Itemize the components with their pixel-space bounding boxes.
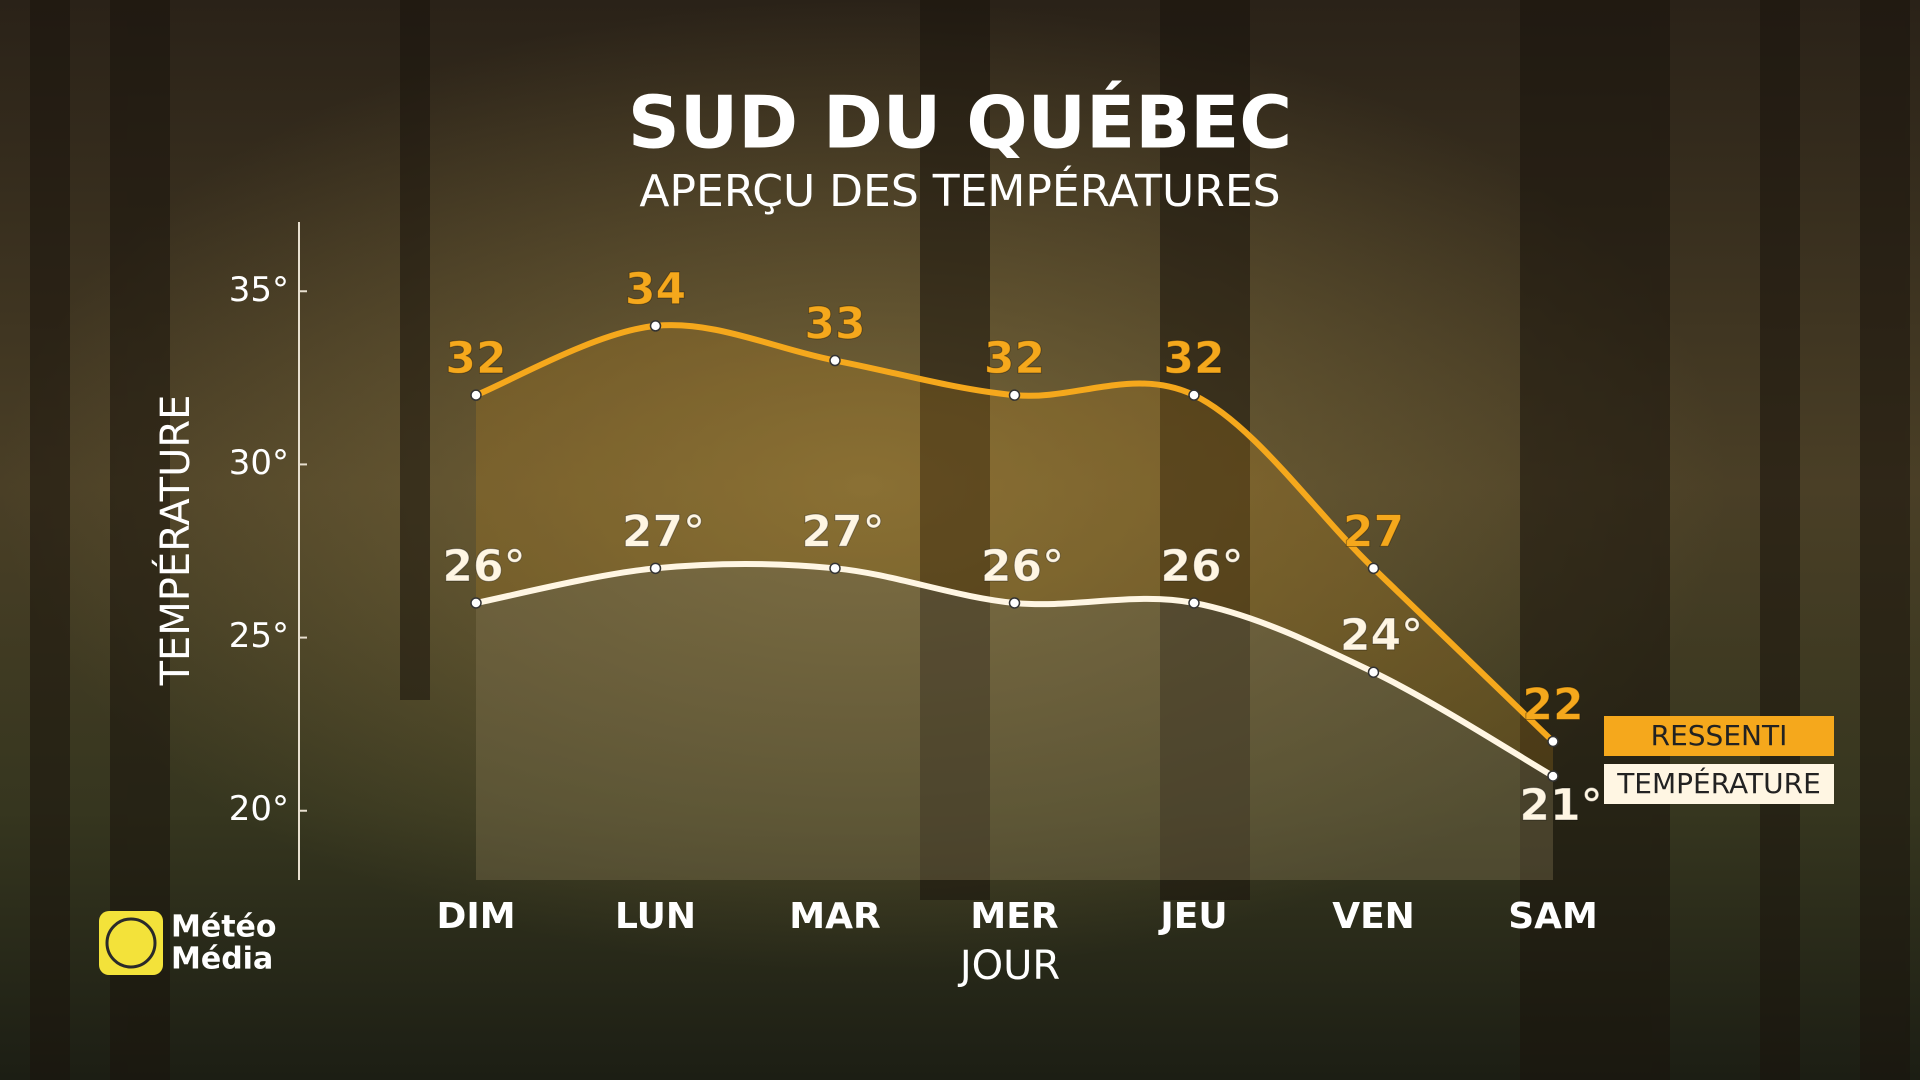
y-tick-label: 25°: [229, 616, 289, 656]
data-label: 27°: [801, 506, 884, 557]
point: [470, 597, 482, 609]
x-tick-label: VEN: [1332, 896, 1415, 937]
x-tick-label: SAM: [1508, 896, 1598, 937]
logo-globe: [105, 917, 157, 969]
point: [1188, 389, 1200, 401]
point: [649, 562, 662, 575]
data-label: 32: [445, 333, 506, 384]
logo-text: Météo: [171, 910, 277, 945]
tree-trunks: [30, 0, 1910, 1080]
point: [1367, 666, 1380, 678]
data-label: 32: [984, 333, 1045, 384]
data-label: 26°: [981, 541, 1064, 592]
legend-label: RESSENTI: [1651, 719, 1788, 752]
logo-icon: [99, 911, 163, 975]
point: [1008, 597, 1021, 609]
data-label: 34: [625, 264, 686, 315]
point: [1188, 597, 1200, 609]
point: [1547, 770, 1559, 782]
area-ressenti: [476, 325, 1553, 777]
x-axis-label: JOUR: [957, 943, 1060, 989]
data-label: 32: [1163, 333, 1224, 384]
area-temperature: [476, 563, 1553, 880]
y-tick-label: 20°: [229, 789, 289, 829]
logo-text: Média: [171, 942, 273, 977]
x-tick-label: MAR: [789, 896, 880, 937]
chart-title: SUD DU QUÉBEC: [628, 81, 1292, 165]
x-tick-label: DIM: [436, 896, 515, 937]
point: [470, 389, 482, 401]
legend-swatch: [1604, 764, 1834, 804]
point: [1008, 389, 1021, 401]
logo: Météo Média: [99, 910, 277, 977]
data-label: 21°: [1519, 780, 1602, 831]
x-tick-label: LUN: [615, 896, 696, 937]
chart-subtitle: APERÇU DES TEMPÉRATURES: [639, 164, 1280, 217]
point: [1367, 562, 1380, 575]
legend-swatch: [1604, 716, 1834, 756]
data-label: 27: [1343, 506, 1404, 557]
point: [829, 562, 841, 575]
point: [829, 354, 841, 367]
data-label: 26°: [442, 541, 525, 592]
x-tick-label: MER: [970, 896, 1058, 937]
data-label: 22: [1522, 679, 1583, 730]
point: [649, 320, 662, 332]
y-axis-label: TEMPÉRATURE: [151, 395, 199, 687]
y-tick-label: 35°: [229, 270, 289, 310]
data-label: 33: [804, 299, 865, 350]
y-tick-label: 30°: [229, 443, 289, 483]
data-label: 26°: [1160, 541, 1243, 592]
data-label: 27°: [622, 506, 705, 557]
legend-label: TEMPÉRATURE: [1616, 766, 1821, 800]
point: [1547, 735, 1559, 748]
x-tick-label: JEU: [1157, 896, 1227, 937]
data-label: 24°: [1340, 610, 1423, 661]
